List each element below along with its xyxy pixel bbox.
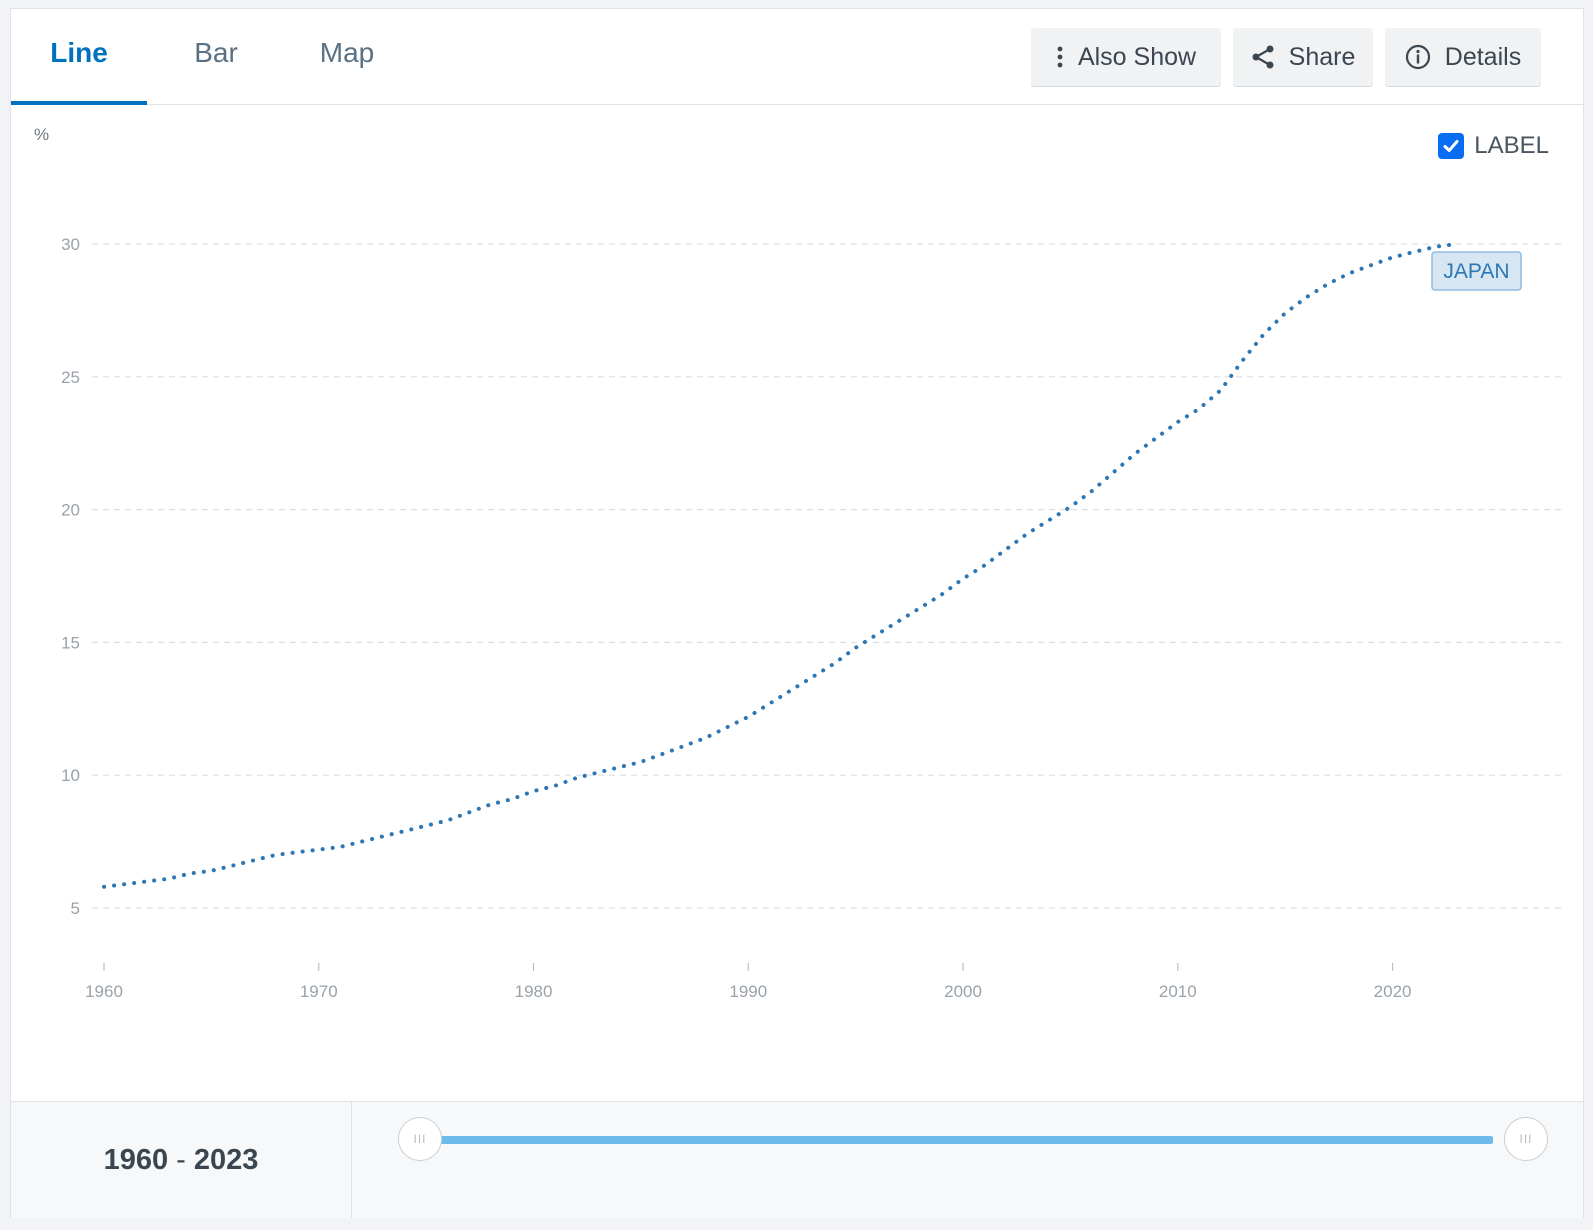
x-tick-label: 1980 [515, 982, 553, 1001]
range-end: 2023 [193, 1143, 259, 1176]
year-slider-track[interactable] [403, 1136, 1493, 1144]
more-vertical-icon [1057, 46, 1063, 68]
x-tick-label: 1970 [300, 982, 338, 1001]
slider-handle-start[interactable]: III [398, 1117, 442, 1161]
share-label: Share [1288, 42, 1356, 71]
label-toggle[interactable]: LABEL [1438, 132, 1549, 160]
line-chart: % 5 10 15 20 25 30 1960 1970 1980 1990 2000 2010 2020… [34, 125, 1566, 1001]
y-tick-label: 15 [61, 633, 80, 652]
tab-bar: Line Bar Map Also Show Share Details [11, 9, 1583, 105]
x-tick-label: 1960 [85, 982, 123, 1001]
x-tick-label: 1990 [729, 982, 767, 1001]
x-tick-label: 2000 [944, 982, 982, 1001]
tab-map[interactable]: Map [319, 37, 375, 68]
tab-line[interactable]: Line [11, 9, 147, 105]
x-tick-label: 2020 [1374, 982, 1412, 1001]
y-tick-label: 20 [61, 501, 80, 520]
y-tick-label: 5 [71, 899, 80, 918]
series-line-japan [102, 242, 1459, 889]
details-label: Details [1444, 42, 1522, 71]
x-tick-label: 2010 [1159, 982, 1197, 1001]
y-axis-unit-label: % [34, 125, 49, 144]
share-icon [1252, 45, 1274, 69]
also-show-label: Also Show [1077, 42, 1197, 71]
label-checkbox[interactable] [1438, 133, 1465, 159]
range-footer: 1960 - 2023 [11, 1101, 1583, 1218]
label-toggle-text: LABEL [1474, 132, 1549, 159]
chart-card: Line Bar Map Also Show Share Details [10, 8, 1584, 1218]
y-tick-label: 10 [61, 766, 80, 785]
tab-bar-chart[interactable]: Bar [194, 37, 238, 68]
share-button[interactable]: Share [1233, 28, 1373, 86]
slider-handle-end[interactable]: III [1504, 1117, 1548, 1161]
series-label-box [1431, 251, 1522, 291]
info-icon [1405, 44, 1430, 70]
checkmark-icon [1443, 140, 1459, 152]
y-tick-label: 25 [61, 368, 80, 387]
series-label-japan: JAPAN [1443, 260, 1509, 283]
also-show-button[interactable]: Also Show [1031, 28, 1221, 86]
range-separator: - [176, 1143, 186, 1176]
year-range: 1960 - 2023 [11, 1102, 352, 1218]
y-tick-label: 30 [61, 235, 80, 254]
details-button[interactable]: Details [1385, 28, 1541, 86]
range-start: 1960 [103, 1143, 169, 1176]
